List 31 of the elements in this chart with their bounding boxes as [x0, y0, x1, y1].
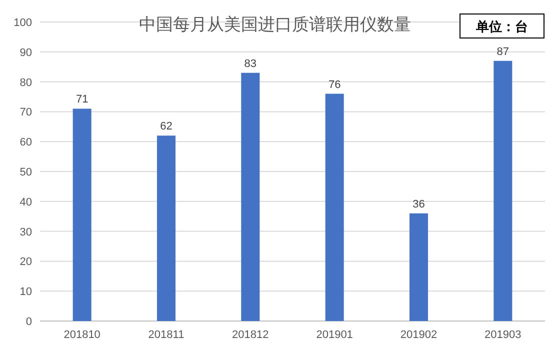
- data-label: 71: [76, 94, 88, 106]
- data-label: 76: [328, 78, 341, 91]
- annotation: 单位：台: [475, 19, 528, 34]
- bar: [72, 108, 92, 321]
- y-tick-label: 60: [20, 136, 32, 149]
- y-tick-label: 70: [20, 106, 32, 119]
- y-tick-label: 50: [20, 166, 32, 178]
- data-label: 62: [160, 120, 172, 133]
- bar: [409, 213, 428, 321]
- x-tick-label: 201810: [64, 329, 100, 341]
- x-tick-label: 201902: [400, 329, 438, 341]
- x-tick-label: 201903: [484, 329, 522, 341]
- y-tick-label: 40: [20, 196, 32, 208]
- y-tick-label: 30: [20, 226, 32, 238]
- bar: [156, 136, 176, 321]
- y-tick-label: 80: [20, 76, 32, 89]
- y-tick-label: 10: [20, 286, 32, 298]
- data-label: 87: [496, 46, 510, 58]
- data-label: 36: [412, 198, 425, 210]
- bar: [325, 94, 344, 321]
- y-tick-label: 20: [20, 256, 32, 268]
- bar: [494, 60, 512, 321]
- x-tick-label: 201811: [148, 329, 184, 341]
- y-tick-label: 100: [14, 17, 32, 29]
- y-tick-label: 90: [20, 46, 32, 59]
- bar: [241, 72, 260, 321]
- chart-title: 中国每月从美国进口质谱联用仪数量: [139, 15, 411, 34]
- data-label: 83: [244, 58, 257, 70]
- x-tick-label: 201812: [232, 329, 269, 341]
- y-tick-label: 0: [26, 316, 32, 328]
- x-tick-label: 201901: [316, 329, 353, 341]
